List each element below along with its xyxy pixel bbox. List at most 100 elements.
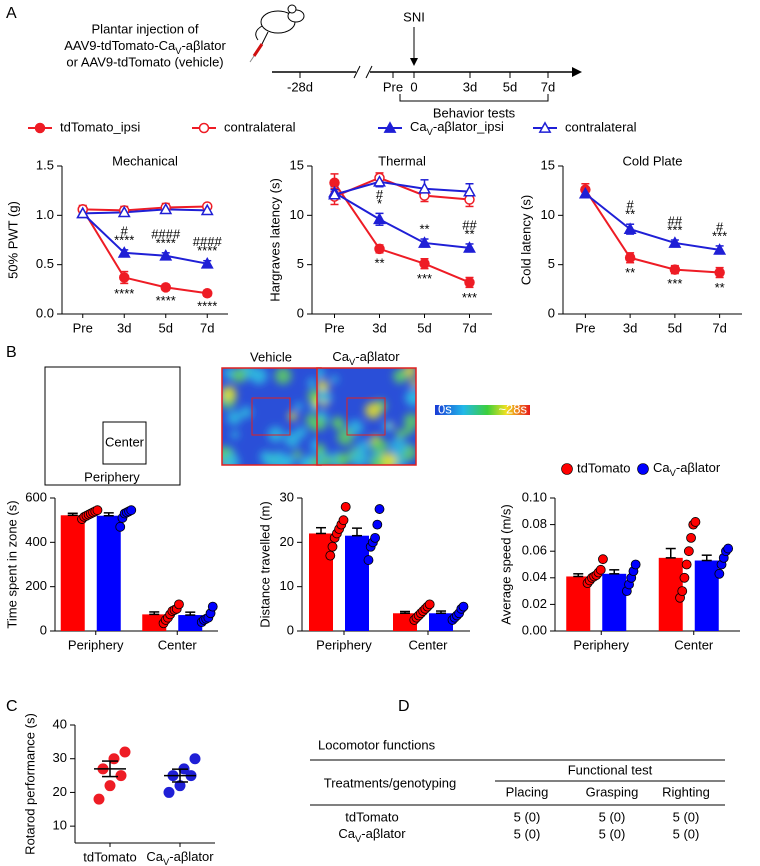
bar <box>602 573 627 631</box>
y-axis-label: Average speed (m/s) <box>498 504 513 624</box>
annotation: *** <box>712 228 727 243</box>
y-axis-label: 50% PWT (g) <box>5 201 20 279</box>
heat-blob <box>231 368 247 383</box>
y-tick-label: 0.00 <box>522 622 547 637</box>
legend-marker <box>383 121 397 133</box>
error-bar <box>701 554 712 562</box>
axis-break <box>353 65 361 79</box>
colorbar-label: 0s <box>438 401 452 416</box>
y-tick-label: 30 <box>280 489 294 504</box>
heat-blob <box>322 456 333 465</box>
marker <box>464 277 475 288</box>
data-point <box>723 543 734 554</box>
annotation: ## <box>462 217 477 232</box>
annotation: *** <box>417 271 432 286</box>
marker <box>623 222 637 235</box>
annotation: *** <box>667 222 682 237</box>
x-tick-label: Center <box>408 637 448 652</box>
heat-blob <box>251 371 262 382</box>
marker <box>202 288 213 299</box>
y-tick-label: 0.0 <box>36 305 54 320</box>
marker <box>714 267 725 278</box>
event-label: SNI <box>403 9 425 24</box>
timeline-tick-label: 7d <box>541 79 555 94</box>
legend-marker <box>198 122 210 134</box>
text-part: V <box>427 127 434 137</box>
heat-blob <box>395 428 406 440</box>
y-tick-label: 20 <box>280 534 294 549</box>
error-bar <box>400 610 410 615</box>
x-tick-label: tdTomato <box>83 849 136 864</box>
marker <box>669 264 681 275</box>
y-tick-label: 5 <box>548 256 555 271</box>
y-axis-label: Distance travelled (m) <box>257 501 272 627</box>
legend-label: CaV-aβlator_ipsi <box>410 119 504 137</box>
annotation: # <box>716 219 724 234</box>
timeline-tick-label: 5d <box>503 79 517 94</box>
data-point <box>119 746 131 758</box>
heat-blob <box>317 368 325 380</box>
table-cell: 5 (0) <box>673 826 700 841</box>
zone-label: Center <box>105 434 145 449</box>
data-point <box>115 770 127 782</box>
marker <box>578 186 592 199</box>
heat-blob <box>356 439 370 453</box>
chart-title: Mechanical <box>112 153 178 168</box>
annotation: ** <box>625 265 635 280</box>
y-tick-label: 15 <box>541 157 555 172</box>
text-part: V <box>355 834 362 844</box>
table-cell: 5 (0) <box>514 826 541 841</box>
data-point <box>677 586 688 596</box>
y-tick-label: 10 <box>541 207 555 222</box>
data-point <box>370 533 381 543</box>
legend-label: CaV-aβlator <box>653 460 721 478</box>
heat-blob <box>226 410 242 426</box>
y-tick-label: 40 <box>53 716 67 731</box>
syringe-needle <box>249 55 255 63</box>
mouse-tail <box>255 25 263 41</box>
error-bar <box>665 547 676 559</box>
data-point <box>338 515 349 526</box>
heat-blob <box>230 430 240 439</box>
marker <box>200 203 214 216</box>
y-tick-label: 20 <box>53 784 67 799</box>
column-header: Grasping <box>586 784 639 799</box>
series-line <box>584 189 720 274</box>
data-point <box>683 546 694 557</box>
chart-title: Thermal <box>378 153 426 168</box>
table-cell: 5 (0) <box>599 826 626 841</box>
x-tick-label: 3d <box>623 320 637 335</box>
x-tick-label: Periphery <box>316 637 372 652</box>
legend-marker <box>561 463 573 475</box>
x-tick-label: Center <box>158 637 198 652</box>
y-tick-label: 1.0 <box>36 207 54 222</box>
marker <box>624 252 636 264</box>
error-bar <box>185 611 196 616</box>
text-part: -aβlator <box>676 460 721 475</box>
annotation: **** <box>156 293 176 308</box>
y-tick-label: 0.06 <box>522 543 547 558</box>
annotation: ** <box>715 280 725 295</box>
data-point <box>686 533 696 543</box>
annotation: # <box>627 198 635 213</box>
table-cell: 5 (0) <box>599 809 626 824</box>
text-part: Ca <box>410 119 427 134</box>
annotation: # <box>376 187 384 202</box>
series-line <box>334 180 470 196</box>
bar <box>345 535 369 631</box>
data-point <box>325 550 336 561</box>
y-tick-label: 30 <box>53 750 67 765</box>
annotation: **** <box>114 232 134 247</box>
legend-label: tdTomato <box>577 460 630 475</box>
x-tick-label: 5d <box>668 320 682 335</box>
timeline-tick-label: 0 <box>410 79 417 94</box>
injection-text: or AAV9-tdTomato (vehicle) <box>66 54 223 69</box>
legend-label: contralateral <box>224 119 296 134</box>
colorbar <box>435 405 530 415</box>
legend-marker <box>34 122 46 134</box>
heat-blob <box>347 419 364 436</box>
annotation: *** <box>667 276 682 291</box>
annotation: ** <box>419 221 429 236</box>
event-arrowhead <box>410 58 418 66</box>
